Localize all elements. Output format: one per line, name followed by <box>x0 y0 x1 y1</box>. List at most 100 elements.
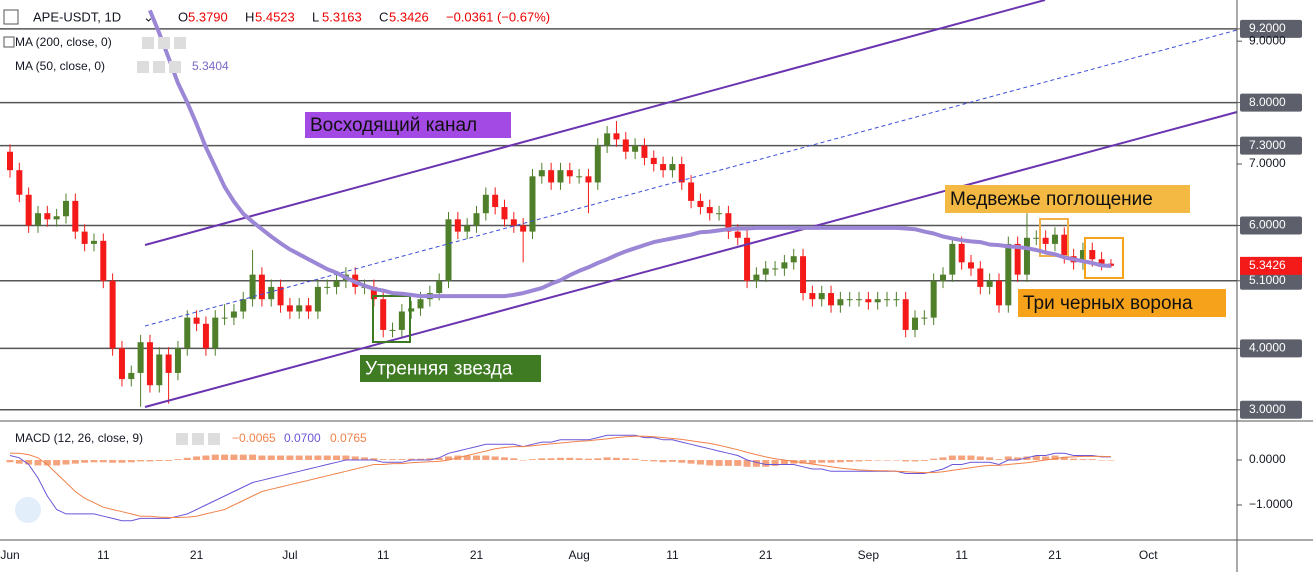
macd-histogram-bar <box>724 460 732 466</box>
macd-histogram-bar <box>277 455 285 461</box>
macd-histogram-bar <box>547 458 555 461</box>
channel-upper <box>144 0 1046 246</box>
macd-histogram-bar <box>118 460 126 463</box>
level-label-bg <box>1240 400 1302 419</box>
macd-histogram-bar <box>687 460 695 464</box>
candle-body <box>594 145 601 183</box>
toggle-icon[interactable] <box>3 36 15 48</box>
collapse-icon[interactable] <box>3 9 19 25</box>
macd-histogram-bar <box>603 457 611 461</box>
candle-body <box>1005 243 1012 306</box>
candle-body <box>240 299 247 312</box>
macd-histogram-bar <box>1107 460 1115 461</box>
y-tick-label: 4.0000 <box>1249 341 1286 355</box>
candle-body <box>81 231 88 244</box>
candle-body <box>678 164 685 183</box>
candle-body <box>856 299 863 301</box>
macd-histogram-bar <box>155 460 163 461</box>
candle-body <box>986 280 993 287</box>
macd-histogram-bar <box>417 458 425 461</box>
candle-body <box>501 207 508 220</box>
macd-histogram-bar <box>482 455 490 461</box>
macd-histogram-bar <box>836 460 844 463</box>
macd-histogram-bar <box>556 457 564 461</box>
pattern-box <box>1084 237 1124 279</box>
macd-histogram-bar <box>538 458 546 461</box>
macd-histogram-bar <box>706 460 714 466</box>
candle-body <box>762 268 769 275</box>
candle-body <box>230 311 237 318</box>
candle-body <box>921 317 928 319</box>
ohlc-key: C <box>379 9 388 24</box>
x-tick-label: 21 <box>470 548 484 562</box>
macd-histogram-bar <box>948 455 956 461</box>
macd-histogram-bar <box>1098 460 1106 461</box>
level-label-bg <box>1240 216 1302 235</box>
macd-histogram-bar <box>650 460 658 462</box>
candle-body <box>296 305 303 312</box>
x-tick-label: 11 <box>666 548 679 562</box>
candle-body <box>1079 250 1086 263</box>
macd-histogram-bar <box>911 460 919 462</box>
macd-histogram-bar <box>90 460 98 463</box>
candle-body <box>1089 250 1096 260</box>
macd-histogram-bar <box>342 455 350 461</box>
candle-body <box>193 317 200 324</box>
macd-title: MACD (12, 26, close, 9) <box>15 431 143 445</box>
candle-body <box>772 268 779 270</box>
macd-histogram-bar <box>995 459 1003 461</box>
macd-histogram-bar <box>827 460 835 463</box>
annotation-text: Восходящий канал <box>310 115 477 136</box>
candle-body <box>90 240 97 244</box>
candle-body <box>156 354 163 386</box>
candle-body <box>7 151 13 171</box>
macd-histogram-bar <box>855 460 863 462</box>
candle-body <box>62 200 69 217</box>
y-tick-label: 9.2000 <box>1249 21 1286 35</box>
candle-body <box>492 194 499 208</box>
macd-histogram-bar <box>81 460 89 463</box>
macd-histogram-bar <box>286 455 294 461</box>
macd-histogram-bar <box>314 455 322 461</box>
macd-histogram-bar <box>99 460 107 463</box>
candle-body <box>548 170 555 183</box>
ma50-label: MA (50, close, 0) <box>15 59 105 73</box>
x-tick-label: 21 <box>190 548 204 562</box>
macd-histogram-bar <box>407 458 415 461</box>
candle-body <box>725 213 732 232</box>
candle-body <box>716 213 723 215</box>
candle-body <box>221 317 228 319</box>
macd-histogram-bar <box>6 460 14 463</box>
macd-histogram-bar <box>762 460 770 467</box>
candle-body <box>417 299 424 309</box>
ma200-label: MA (200, close, 0) <box>15 35 112 49</box>
candle-body <box>697 200 704 208</box>
ma-icons <box>142 37 186 49</box>
candle-body <box>650 157 657 165</box>
candle-body <box>146 342 153 386</box>
candle-body <box>930 280 937 318</box>
candle-body <box>109 280 116 349</box>
y-tick-label: −1.0000 <box>1249 497 1293 511</box>
macd-histogram-bar <box>15 460 23 464</box>
macd-histogram-bar <box>752 460 760 467</box>
chevron: ⌄ <box>143 9 154 24</box>
macd-histogram-bar <box>211 454 219 461</box>
ohlc-value: 5.3163 <box>322 9 362 24</box>
macd-histogram-bar <box>109 460 117 463</box>
candle-body <box>828 293 835 306</box>
candle-body <box>286 305 293 312</box>
candle-body <box>333 280 340 287</box>
candle-body <box>632 145 639 152</box>
candle-body <box>473 213 480 226</box>
candle-body <box>967 262 974 269</box>
macd-histogram-bar <box>333 455 341 461</box>
candle-body <box>53 216 60 220</box>
macd-histogram-bar <box>678 460 686 463</box>
last-price-bg <box>1240 256 1302 275</box>
ohlc-key: H <box>245 9 254 24</box>
candle-body <box>118 348 125 380</box>
candle-body <box>380 299 387 330</box>
macd-histogram-bar <box>566 457 574 461</box>
